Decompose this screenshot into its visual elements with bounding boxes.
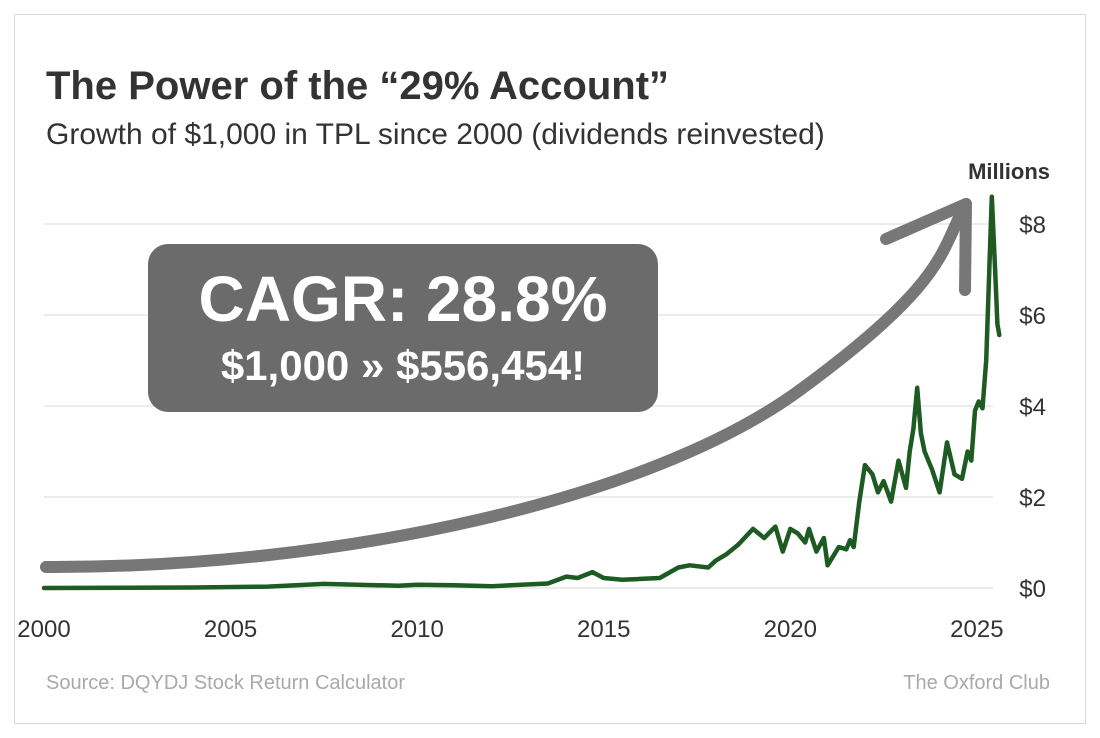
trend-arrow-shaft	[40, 198, 972, 574]
cagr-callout: CAGR: 28.8% $1,000 » $556,454!	[148, 244, 658, 412]
series-layer	[41, 194, 1002, 591]
y-tick-label: $0	[1019, 576, 1046, 603]
y-tick-label: $8	[1019, 212, 1046, 239]
y-tick-label: $4	[1019, 394, 1046, 421]
y-tick-label: $2	[1019, 485, 1046, 512]
x-tick-label: 2000	[17, 616, 70, 643]
y-tick-label: $6	[1019, 303, 1046, 330]
x-tick-label: 2010	[390, 616, 443, 643]
x-tick-label: 2015	[577, 616, 630, 643]
chart-subtitle: Growth of $1,000 in TPL since 2000 (divi…	[46, 118, 825, 151]
chart-title: The Power of the “29% Account”	[46, 64, 670, 108]
trend-arrow-layer	[40, 198, 972, 574]
x-tick-label: 2020	[764, 616, 817, 643]
series-line	[41, 194, 1002, 591]
x-tick-label: 2025	[950, 616, 1003, 643]
callout-growth-text: $1,000 » $556,454!	[220, 342, 586, 389]
source-note: Source: DQYDJ Stock Return Calculator	[46, 672, 406, 694]
tick-layer: $0 $2 $4 $6 $8 2000 2005 2010 2015 2020 2025	[17, 212, 1046, 643]
brand-credit: The Oxford Club	[903, 672, 1050, 694]
trend-arrow-head	[880, 198, 972, 296]
y-axis-label: Millions	[968, 159, 1050, 184]
callout-cagr-text: CAGR: 28.8%	[198, 263, 608, 335]
x-tick-label: 2005	[204, 616, 257, 643]
